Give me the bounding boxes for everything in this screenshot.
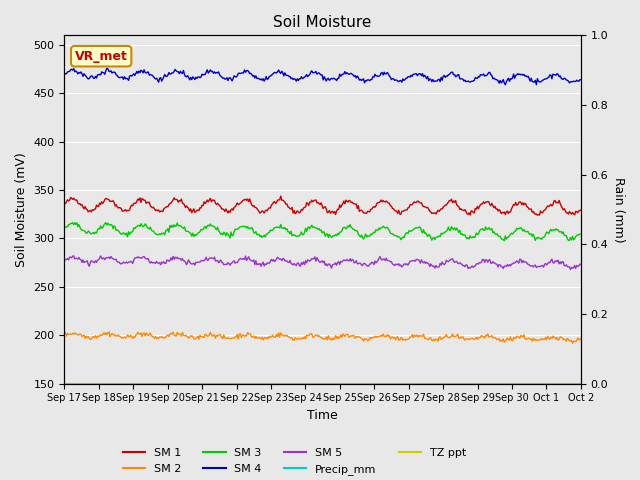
Y-axis label: Soil Moisture (mV): Soil Moisture (mV): [15, 152, 28, 267]
Title: Soil Moisture: Soil Moisture: [273, 15, 372, 30]
X-axis label: Time: Time: [307, 409, 338, 422]
Y-axis label: Rain (mm): Rain (mm): [612, 177, 625, 242]
Legend: SM 1, SM 2, SM 3, SM 4, SM 5, Precip_mm, TZ ppt: SM 1, SM 2, SM 3, SM 4, SM 5, Precip_mm,…: [118, 444, 470, 479]
Text: VR_met: VR_met: [75, 50, 127, 63]
